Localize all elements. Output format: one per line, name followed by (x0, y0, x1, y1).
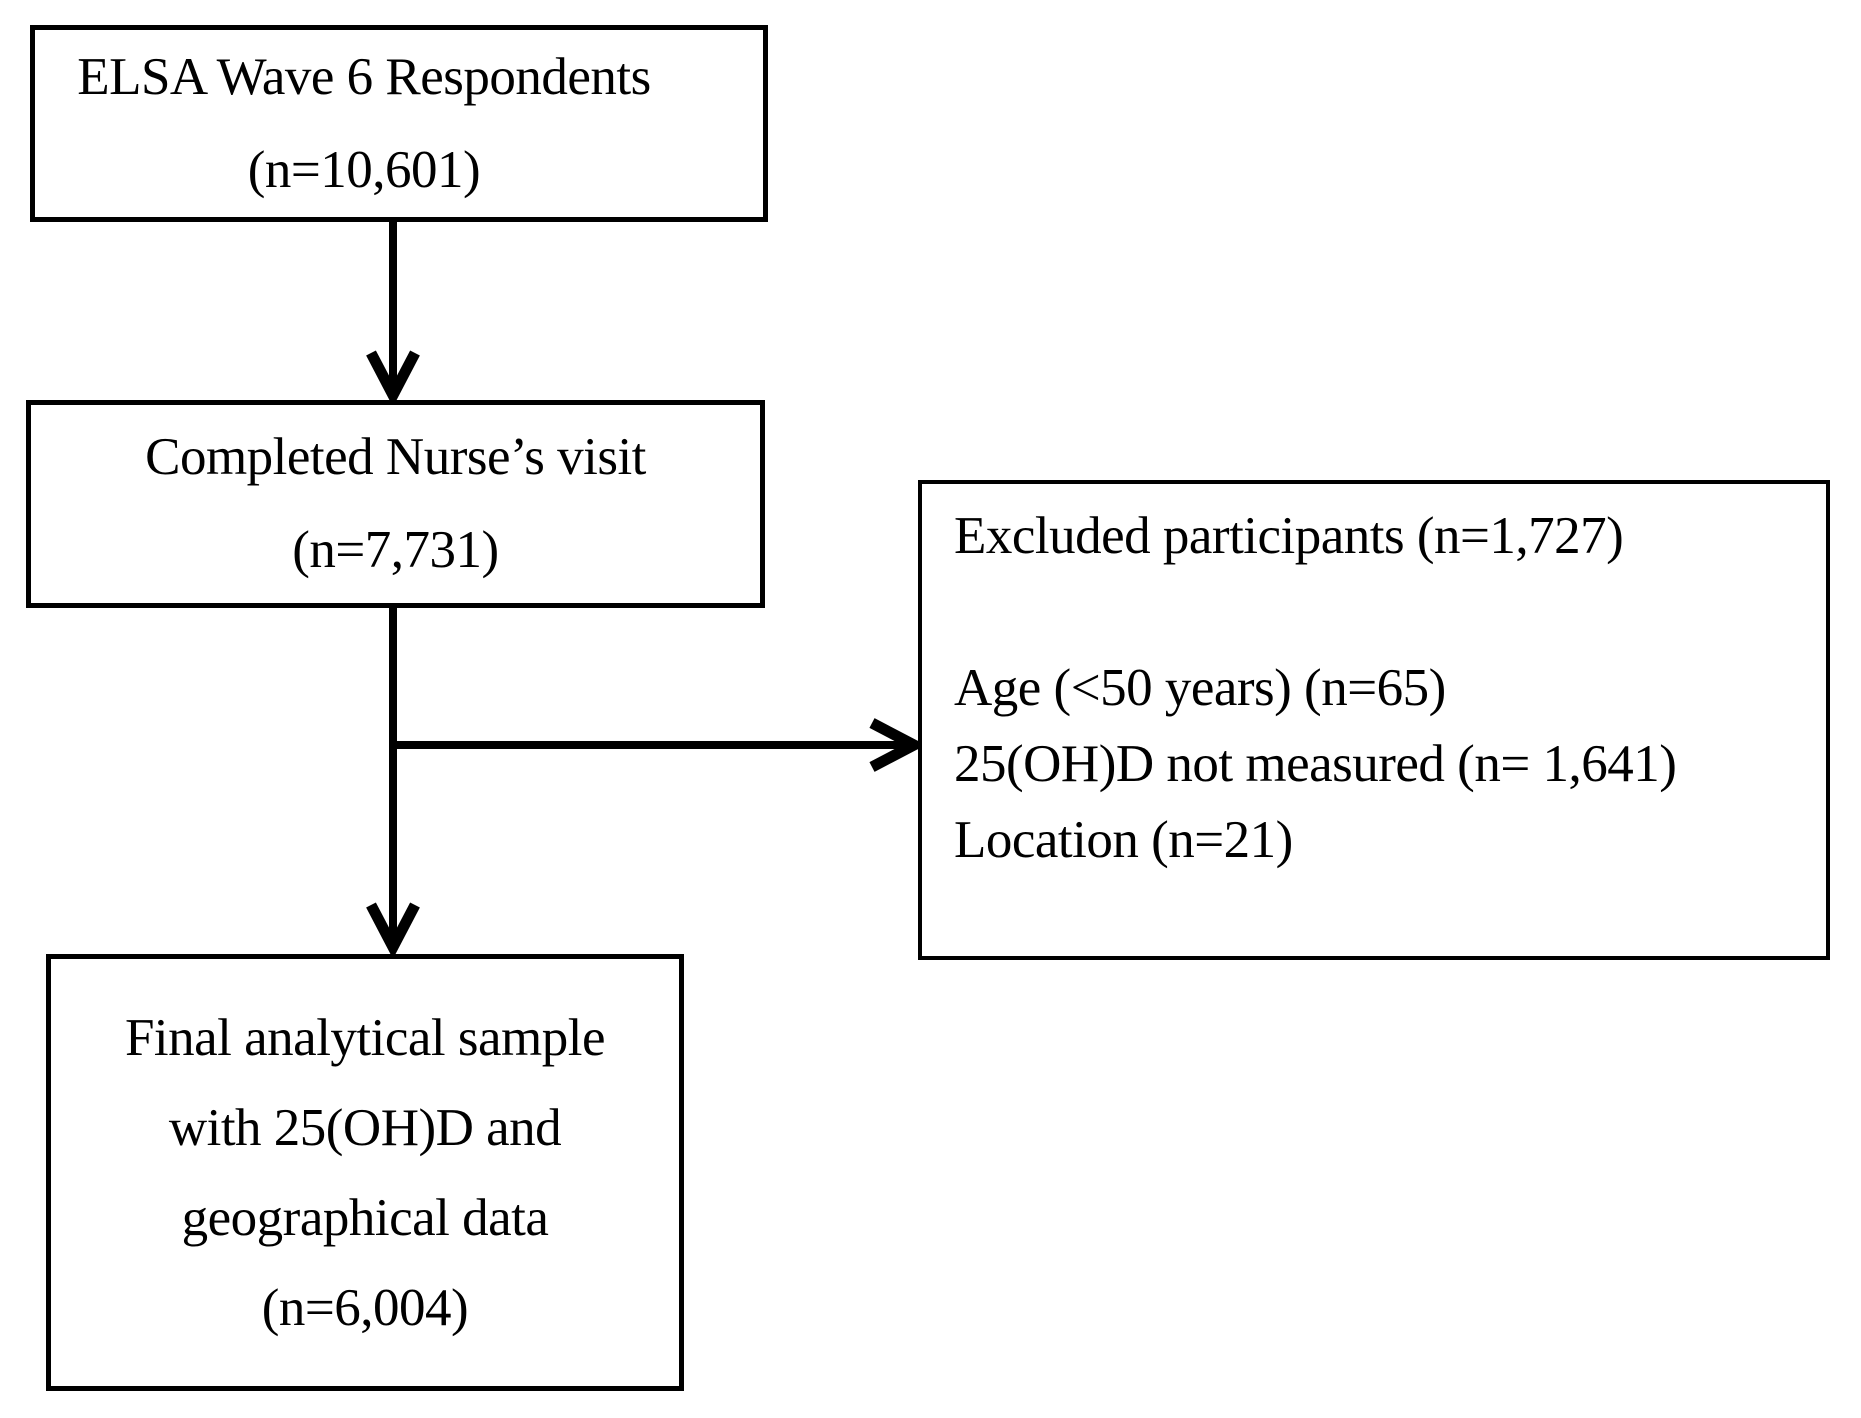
excluded-item-age: Age (<50 years) (n=65) (954, 659, 1446, 717)
box-elsa-count: (n=10,601) (247, 140, 481, 199)
box-final-analytical-sample: Final analytical sample with 25(OH)D and… (46, 954, 684, 1391)
box-final-line2: with 25(OH)D and (168, 1098, 562, 1157)
box-nurse-line1: Completed Nurse’s visit (145, 428, 646, 486)
arrow-respondents-to-nurse-visit (366, 222, 420, 407)
box-final-line1: Final analytical sample (124, 1008, 606, 1067)
box-completed-nurse-visit: Completed Nurse’s visit (n=7,731) (26, 400, 765, 608)
excluded-item-location: Location (n=21) (954, 811, 1293, 869)
excluded-item-25ohd: 25(OH)D not measured (n= 1,641) (954, 735, 1677, 793)
box-elsa-wave6-respondents: ELSA Wave 6 Respondents (n=10,601) (30, 25, 768, 222)
excluded-blank-line (954, 574, 1806, 650)
excluded-title: Excluded participants (n=1,727) (954, 507, 1624, 565)
box-elsa-line1: ELSA Wave 6 Respondents (77, 47, 651, 106)
arrow-branch-to-excluded (390, 718, 926, 772)
box-excluded-participants: Excluded participants (n=1,727) Age (<50… (918, 480, 1830, 960)
arrow-nurse-visit-to-final (366, 608, 420, 959)
box-final-line3: geographical data (181, 1188, 549, 1247)
box-nurse-count: (n=7,731) (292, 521, 499, 579)
box-final-count: (n=6,004) (261, 1278, 469, 1337)
